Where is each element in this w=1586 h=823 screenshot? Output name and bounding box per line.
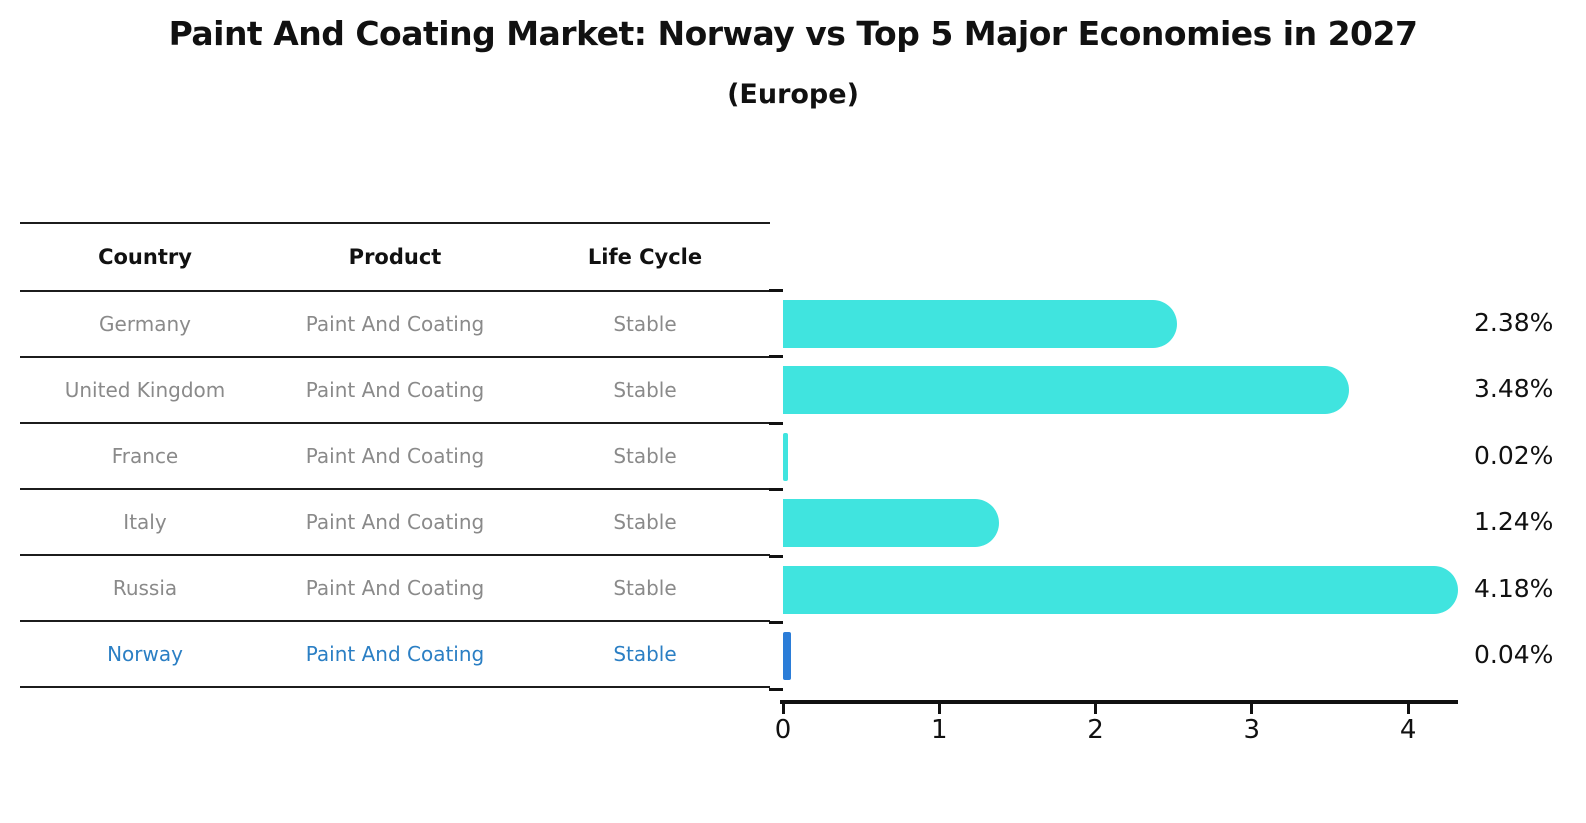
column-header-product: Product [348,244,442,269]
table-header-row: Country Product Life Cycle [20,224,770,292]
bar-norway [783,632,791,681]
y-axis-tick [769,355,783,358]
y-axis-tick [769,621,783,624]
country-table: Country Product Life Cycle Germany Paint And… [20,222,770,688]
x-axis-tick-label: 3 [1243,715,1261,745]
cell-product: Paint And Coating [305,443,485,468]
table-row: Norway Paint And Coating Stable [20,622,770,688]
cell-life-cycle: Stable [613,641,677,666]
table-row: Russia Paint And Coating Stable [20,556,770,622]
table-row: France Paint And Coating Stable [20,424,770,490]
cell-product: Paint And Coating [305,311,485,336]
cell-country: United Kingdom [64,377,226,402]
table-row: Germany Paint And Coating Stable [20,292,770,358]
bar-value-label: 0.04% [1474,640,1554,670]
x-axis-tick-label: 1 [930,715,948,745]
x-axis-tick-label: 2 [1087,715,1104,745]
y-axis-tick [769,687,783,691]
bar-value-label: 1.24% [1474,507,1554,537]
cell-country: Russia [112,575,178,600]
x-axis-tick-label: 4 [1399,715,1417,745]
y-axis-tick [769,421,783,425]
cell-life-cycle: Stable [613,575,677,600]
bar-value-label: 0.02% [1474,440,1554,470]
cell-product: Paint And Coating [305,641,485,666]
bar-germany [783,299,1177,348]
cell-product: Paint And Coating [305,575,485,600]
cell-life-cycle: Stable [613,377,677,402]
column-header-life-cycle: Life Cycle [587,244,703,269]
column-header-country: Country [98,244,192,269]
cell-country: Germany [99,311,191,336]
cell-country: Italy [123,509,167,534]
bar-value-label: 3.48% [1474,374,1554,404]
x-axis-tick [1406,703,1410,714]
cell-product: Paint And Coating [305,509,485,534]
bar-france [783,432,788,481]
bar-value-label: 2.38% [1474,307,1554,337]
x-axis-tick [1250,703,1254,714]
x-axis-tick [937,703,941,714]
cell-country: France [111,443,179,468]
chart-title: Paint And Coating Market: Norway vs Top … [168,14,1418,53]
x-axis-tick [781,703,785,714]
table-row: Italy Paint And Coating Stable [20,490,770,556]
cell-life-cycle: Stable [613,443,677,468]
table-row: United Kingdom Paint And Coating Stable [20,358,770,424]
cell-life-cycle: Stable [613,311,677,336]
x-axis-line [780,700,1458,704]
chart-subtitle: (Europe) [727,79,859,110]
bar-united-kingdom [783,366,1349,415]
cell-life-cycle: Stable [613,509,677,534]
bar-russia [783,565,1458,614]
cell-country: Norway [107,641,183,666]
cell-product: Paint And Coating [305,377,485,402]
bar-value-label: 4.18% [1474,573,1554,603]
bar-italy [783,499,999,548]
x-axis-tick-label: 0 [774,715,792,745]
y-axis-tick [769,554,783,558]
y-axis-tick [769,488,783,491]
x-axis-tick [1094,703,1098,714]
y-axis-tick [769,288,783,292]
